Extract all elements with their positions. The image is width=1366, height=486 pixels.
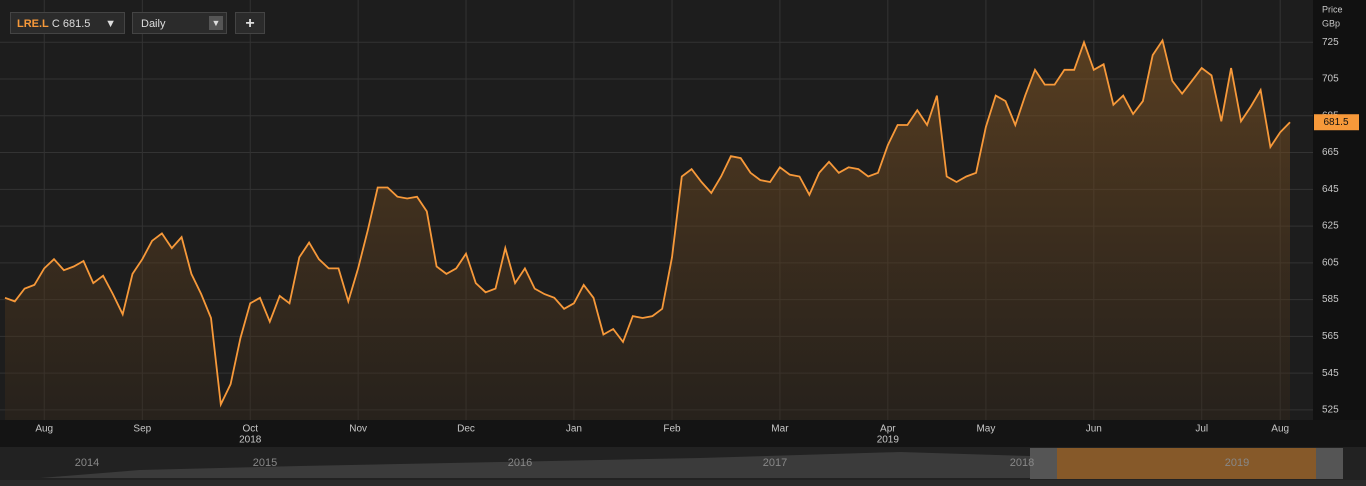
y-tick-label: 525: [1322, 405, 1339, 416]
y-tick-label: 705: [1322, 74, 1339, 85]
x-tick-label: Sep: [133, 424, 151, 435]
x-tick-label: Feb: [663, 424, 681, 435]
x-axis-bg: [0, 420, 1366, 447]
interval-select[interactable]: Daily ▼: [132, 12, 227, 34]
x-year-label: 2019: [877, 435, 900, 446]
y-tick-label: 645: [1322, 184, 1339, 195]
x-tick-label: Dec: [457, 424, 475, 435]
x-tick-label: Oct: [242, 424, 258, 435]
x-tick-label: May: [976, 424, 995, 435]
y-tick-label: 545: [1322, 368, 1339, 379]
x-tick-label: Jul: [1195, 424, 1208, 435]
last-price-label: 681.5: [1323, 117, 1348, 128]
navigator-handle[interactable]: [1316, 448, 1343, 479]
symbol: LRE.L: [17, 18, 49, 30]
axis-bg: [1313, 0, 1366, 420]
interval: Daily: [141, 18, 166, 30]
navigator-label: 2014: [75, 457, 99, 469]
bottom-strip: [0, 480, 1366, 486]
x-tick-label: Jan: [566, 424, 582, 435]
navigator-label: 2016: [508, 457, 532, 469]
area: [5, 40, 1290, 421]
y-tick-label: 585: [1322, 294, 1339, 305]
last-price-tag: [1314, 114, 1359, 131]
x-tick-label: Jun: [1086, 424, 1102, 435]
x-tick-label: Aug: [1271, 424, 1289, 435]
close-prefix: C: [51, 18, 60, 30]
y-tick-label: 725: [1322, 37, 1339, 48]
y-axis-label: Price: [1322, 4, 1343, 14]
y-tick-label: 625: [1322, 221, 1339, 232]
x-tick-label: Apr: [880, 424, 896, 435]
navigator-label: 2017: [763, 457, 787, 469]
y-tick-label: 565: [1322, 331, 1339, 342]
x-tick-label: Aug: [35, 424, 53, 435]
add-button[interactable]: +: [235, 12, 265, 34]
navigator-window[interactable]: [1030, 448, 1343, 479]
navigator-label: 2015: [253, 457, 277, 469]
price-line: [4, 38, 1291, 408]
y-axis-unit: GBp: [1322, 18, 1340, 28]
y-tick-label: 605: [1322, 257, 1339, 268]
x-tick-label: Nov: [349, 424, 367, 435]
x-year-label: 2018: [239, 435, 262, 446]
symbol-select[interactable]: LRE.L C 681.5 ▼: [10, 12, 125, 34]
navigator-handle[interactable]: [1030, 448, 1057, 479]
x-tick-label: Mar: [771, 424, 789, 435]
close-value: 681.5: [62, 18, 91, 30]
y-tick-label: 665: [1322, 147, 1339, 158]
navigator-series: [40, 452, 1030, 478]
navigator-label: 2019: [1225, 457, 1249, 469]
navigator-label: 2018: [1010, 457, 1034, 469]
